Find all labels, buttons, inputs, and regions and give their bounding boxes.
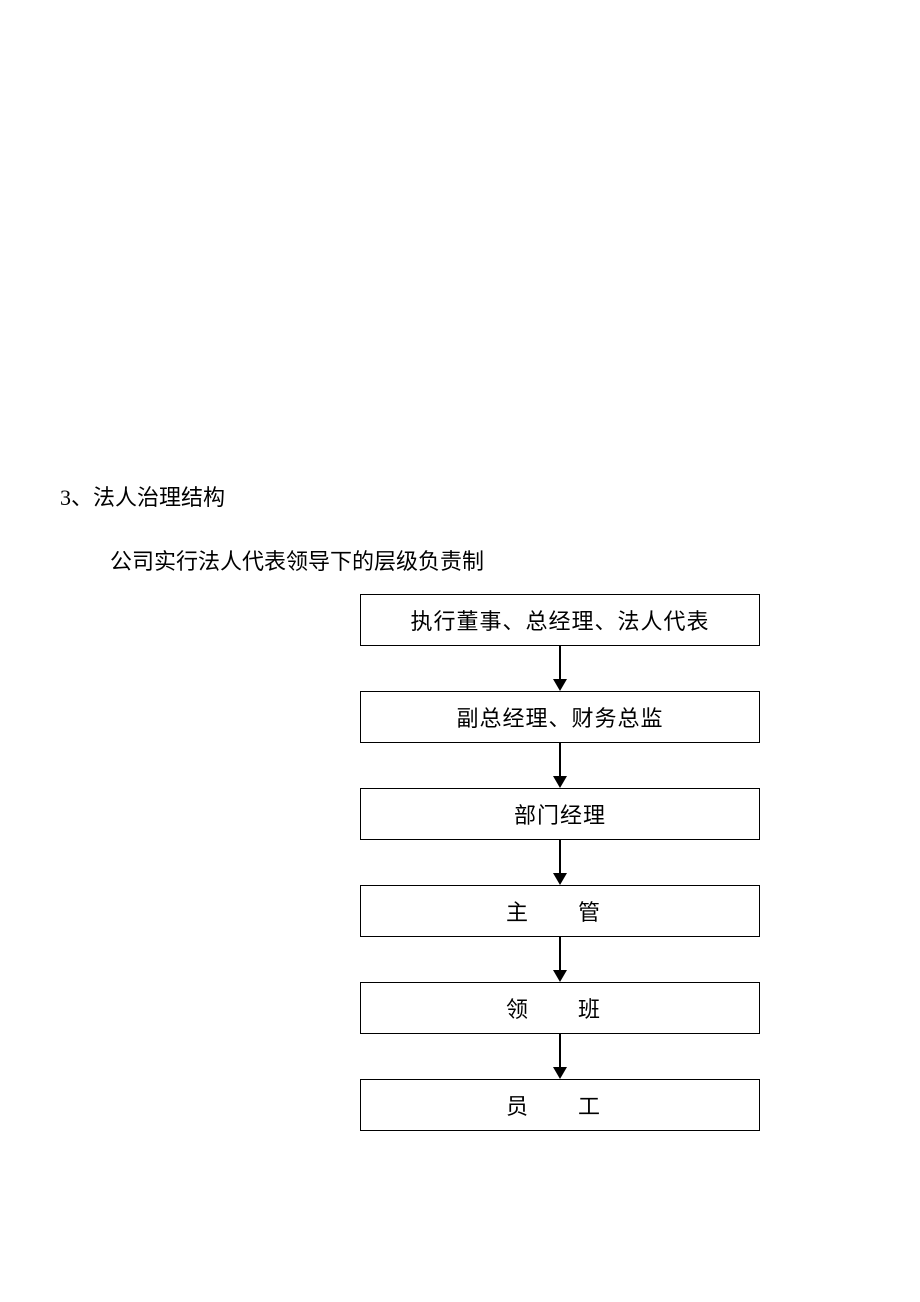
flowchart-node-deputy: 副总经理、财务总监 <box>360 691 760 743</box>
section-subheading: 公司实行法人代表领导下的层级负责制 <box>110 544 860 576</box>
arrow-line <box>559 743 561 779</box>
arrow-down-icon <box>553 776 567 788</box>
flowchart-node-manager: 部门经理 <box>360 788 760 840</box>
arrow-line <box>559 1034 561 1070</box>
flowchart-node-staff: 员 工 <box>360 1079 760 1131</box>
arrow-line <box>559 937 561 973</box>
arrow-line <box>559 646 561 682</box>
flowchart-node-supervisor: 主 管 <box>360 885 760 937</box>
flowchart-node-leader: 领 班 <box>360 982 760 1034</box>
arrow-line <box>559 840 561 876</box>
flowchart-arrow <box>559 1034 561 1079</box>
org-flowchart: 执行董事、总经理、法人代表 副总经理、财务总监 部门经理 主 管 <box>260 594 860 1131</box>
flowchart-arrow <box>559 840 561 885</box>
arrow-down-icon <box>553 873 567 885</box>
section-heading: 3、法人治理结构 <box>60 480 860 512</box>
flowchart-arrow <box>559 743 561 788</box>
document-content: 3、法人治理结构 公司实行法人代表领导下的层级负责制 执行董事、总经理、法人代表… <box>60 480 860 1131</box>
arrow-down-icon <box>553 679 567 691</box>
arrow-down-icon <box>553 970 567 982</box>
flowchart-arrow <box>559 646 561 691</box>
flowchart-arrow <box>559 937 561 982</box>
flowchart-node-executive: 执行董事、总经理、法人代表 <box>360 594 760 646</box>
arrow-down-icon <box>553 1067 567 1079</box>
